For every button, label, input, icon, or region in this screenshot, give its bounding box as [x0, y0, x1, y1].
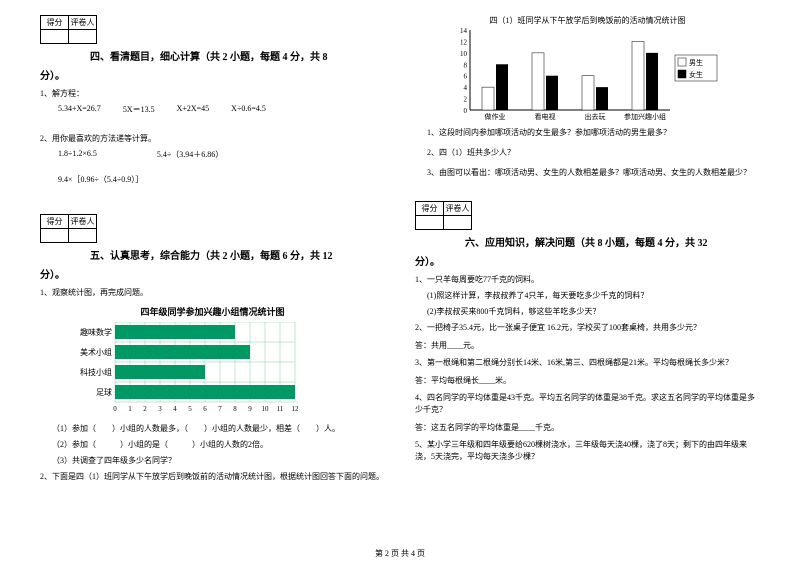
ans3: 答：平均每根绳长____米。 [415, 375, 760, 386]
q6-5: 5、某小学三年级和四年级要给620棵树浇水，三年级每天浇40棵，浇了8天；剩下的… [415, 439, 760, 463]
eq6: 5.4÷（3.94＋6.86） [157, 149, 223, 160]
svg-text:4: 4 [173, 405, 177, 413]
chart1-title: 四年级同学参加兴趣小组情况统计图 [40, 305, 385, 318]
score-box-4: 得分评卷人 [40, 15, 385, 44]
q4-1: 1、解方程： [40, 88, 385, 100]
q6-4: 4、四名同学的平均体重是43千克。平均五名同学的体重是38千克。求这五名同学的平… [415, 392, 760, 416]
horizontal-bar-chart: 四年级同学参加兴趣小组情况统计图 0123456789101112趣味数学美术小… [70, 305, 385, 417]
q5-1b: （2）参加（ ）小组的是（ ）小组的人数的2倍。 [52, 439, 385, 451]
svg-text:10: 10 [262, 405, 270, 413]
score-label: 得分 [41, 215, 69, 229]
svg-text:0: 0 [113, 405, 117, 413]
grader-label: 评卷人 [69, 215, 97, 229]
page-footer: 第 2 页 共 4 页 [0, 548, 800, 559]
q4-2: 2、用你最喜欢的方法递等计算。 [40, 133, 385, 145]
svg-text:6: 6 [203, 405, 207, 413]
svg-text:出去玩: 出去玩 [585, 112, 606, 121]
q6-1a: (1)照这样计算，李叔叔养了4只羊，每天要吃多少千克的饲料？ [427, 290, 760, 302]
section-6-cont: 分）。 [415, 253, 760, 268]
r3: 3、由图可以看出：哪项活动男、女生的人数相差最多？哪项活动男、女生的人数相差最少… [427, 167, 760, 179]
ans4: 答：这五名同学的平均体重是____千克。 [415, 422, 760, 433]
eq4: X÷0.6=4.5 [231, 104, 266, 115]
svg-text:9: 9 [248, 405, 252, 413]
svg-text:12: 12 [292, 405, 300, 413]
r1: 1、这段时间内参加哪项活动的女生最多？参加哪项活动的男生最多？ [427, 127, 760, 139]
score-box-6: 得分评卷人 [415, 201, 760, 230]
svg-text:1: 1 [128, 405, 132, 413]
chart2-title: 四（1）班同学从下午放学后到晚饭前的活动情况统计图 [415, 15, 760, 26]
chart2-svg: 0 2 4 6 8 10 12 14 做作业 看电视 出去玩 参加兴趣小组 男生女生 [445, 28, 725, 123]
svg-text:0: 0 [464, 107, 468, 115]
ans2: 答：共用____元。 [415, 340, 760, 351]
svg-text:5: 5 [188, 405, 192, 413]
q5-1a: （1）参加（ ）小组的人数最多，（ ）小组的人数最少，相差（ ）人。 [52, 423, 385, 435]
section-4-title: 四、看清题目，细心计算（共 2 小题，每题 4 分，共 8 [90, 48, 385, 63]
svg-text:12: 12 [460, 38, 468, 46]
svg-text:8: 8 [464, 61, 468, 69]
svg-text:看电视: 看电视 [535, 112, 556, 121]
equations-1: 5.34+X=26.7 5X＝13.5 X+2X=45 X÷0.6=4.5 [58, 104, 385, 115]
eq5: 1.8÷1.2×6.5 [58, 149, 97, 160]
eq7: 9.4×［0.96÷（5.4÷0.9）］ [58, 174, 385, 186]
svg-text:2: 2 [143, 405, 147, 413]
svg-text:趣味数学: 趣味数学 [80, 327, 112, 337]
r2: 2、四（1）班共多少人？ [427, 147, 760, 159]
svg-text:7: 7 [218, 405, 222, 413]
svg-text:2: 2 [464, 96, 468, 104]
svg-text:11: 11 [277, 405, 284, 413]
q6-3: 3、第一根绳和第二根绳分别长14米、16米,第三、四根绳都是21米。平均每根绳长… [415, 357, 760, 369]
section-5-cont: 分）。 [40, 266, 385, 281]
section-4-cont: 分）。 [40, 67, 385, 82]
svg-text:科技小组: 科技小组 [80, 367, 112, 377]
q5-2: 2、下面是四（1）班同学从下午放学后到晚饭前的活动情况统计图，根据统计图回答下面… [40, 471, 385, 483]
svg-text:10: 10 [460, 50, 468, 58]
svg-text:参加兴趣小组: 参加兴趣小组 [624, 112, 666, 121]
eq3: X+2X=45 [177, 104, 210, 115]
q6-2: 2、一把椅子35.4元，比一张桌子便宜 16.2元，学校买了100套桌椅，共用多… [415, 322, 760, 334]
eq1: 5.34+X=26.7 [58, 104, 101, 115]
eq2: 5X＝13.5 [123, 104, 155, 115]
grader-label: 评卷人 [444, 202, 472, 216]
section-5-title: 五、认真思考，综合能力（共 2 小题，每题 6 分，共 12 [90, 247, 385, 262]
section-6-title: 六、应用知识，解决问题（共 8 小题，每题 4 分，共 32 [465, 234, 760, 249]
chart1-svg: 0123456789101112趣味数学美术小组科技小组足球 [70, 322, 300, 417]
svg-text:美术小组: 美术小组 [80, 347, 112, 357]
grader-label: 评卷人 [69, 16, 97, 30]
svg-text:女生: 女生 [689, 70, 703, 79]
svg-text:足球: 足球 [96, 387, 112, 397]
svg-text:6: 6 [464, 73, 468, 81]
svg-text:8: 8 [233, 405, 237, 413]
svg-text:14: 14 [460, 28, 468, 35]
svg-text:男生: 男生 [689, 58, 703, 67]
svg-text:做作业: 做作业 [485, 112, 506, 121]
q6-1: 1、一只羊每周要吃77千克的饲料。 [415, 274, 760, 286]
q6-1b: (2)李叔叔买来800千克饲料，够这些羊吃多少天？ [427, 306, 760, 318]
q5-1: 1、观察统计图，再完成问题。 [40, 287, 385, 299]
grouped-bar-chart: 四（1）班同学从下午放学后到晚饭前的活动情况统计图 02468101214做作业… [445, 15, 760, 123]
score-label: 得分 [41, 16, 69, 30]
score-label: 得分 [416, 202, 444, 216]
equations-2: 1.8÷1.2×6.5 5.4÷（3.94＋6.86） [58, 149, 385, 160]
score-box-5: 得分评卷人 [40, 214, 385, 243]
svg-text:3: 3 [158, 405, 162, 413]
q5-1c: （3）共调查了四年级多少名同学？ [52, 455, 385, 467]
svg-text:4: 4 [464, 84, 468, 92]
